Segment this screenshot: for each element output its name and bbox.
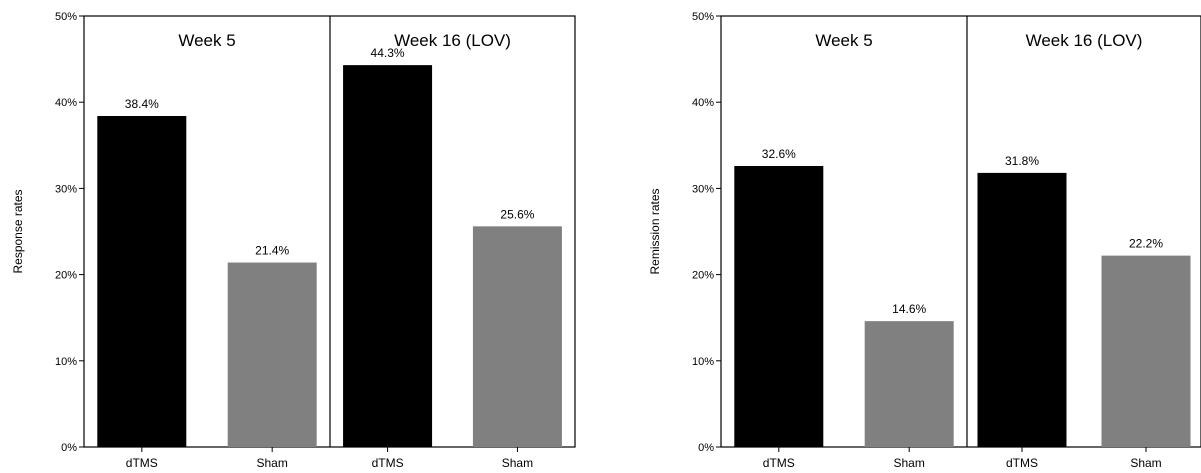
y-tick-label: 0% <box>698 442 714 454</box>
bar-sham <box>864 321 954 447</box>
x-tick-label: dTMS <box>126 456 158 470</box>
bar-dtms <box>97 115 187 447</box>
x-tick-label: dTMS <box>372 456 404 470</box>
y-tick-label: 30% <box>692 183 714 195</box>
x-tick-label: Sham <box>257 456 288 470</box>
y-tick-label: 40% <box>55 97 77 109</box>
y-tick-label: 20% <box>692 270 714 282</box>
panel-title: Week 5 <box>178 31 235 50</box>
bar-sham <box>1101 255 1191 447</box>
y-tick-label: 0% <box>61 442 77 454</box>
y-tick-label: 50% <box>692 11 714 23</box>
y-tick-label: 10% <box>692 356 714 368</box>
bar-sham <box>227 262 317 447</box>
data-label: 38.4% <box>125 97 159 111</box>
data-label: 14.6% <box>892 302 926 316</box>
y-tick-label: 10% <box>55 356 77 368</box>
data-label: 22.2% <box>1129 237 1163 251</box>
bar-dtms <box>977 172 1067 447</box>
remission-rates-chart: 0% 10% 20% 30% 40% 50% Remission rates Week 5 32… <box>648 11 1201 470</box>
bar-sham <box>472 226 562 447</box>
data-label: 44.3% <box>371 46 405 60</box>
x-tick-label: dTMS <box>1006 456 1038 470</box>
y-tick-label: 50% <box>55 11 77 23</box>
panel-title: Week 16 (LOV) <box>1026 31 1143 50</box>
data-label: 31.8% <box>1005 154 1039 168</box>
data-label: 25.6% <box>500 207 534 221</box>
data-label: 21.4% <box>255 244 289 258</box>
response-rates-chart: 0% 10% 20% 30% 40% 50% Response rates Week 5 38.… <box>11 11 576 470</box>
x-tick-label: Sham <box>894 456 925 470</box>
y-axis-title: Response rates <box>11 189 25 273</box>
x-tick-label: Sham <box>1130 456 1161 470</box>
y-tick-label: 30% <box>55 183 77 195</box>
panel-title: Week 5 <box>815 31 872 50</box>
plot-frame <box>720 15 1201 448</box>
bar-dtms <box>734 165 824 447</box>
y-tick-label: 40% <box>692 97 714 109</box>
data-label: 32.6% <box>762 147 796 161</box>
y-tick-label: 20% <box>55 270 77 282</box>
panel-title: Week 16 (LOV) <box>394 31 511 50</box>
bar-dtms <box>343 65 433 447</box>
x-tick-label: Sham <box>502 456 533 470</box>
x-tick-label: dTMS <box>763 456 795 470</box>
y-axis-title: Remission rates <box>648 188 662 274</box>
